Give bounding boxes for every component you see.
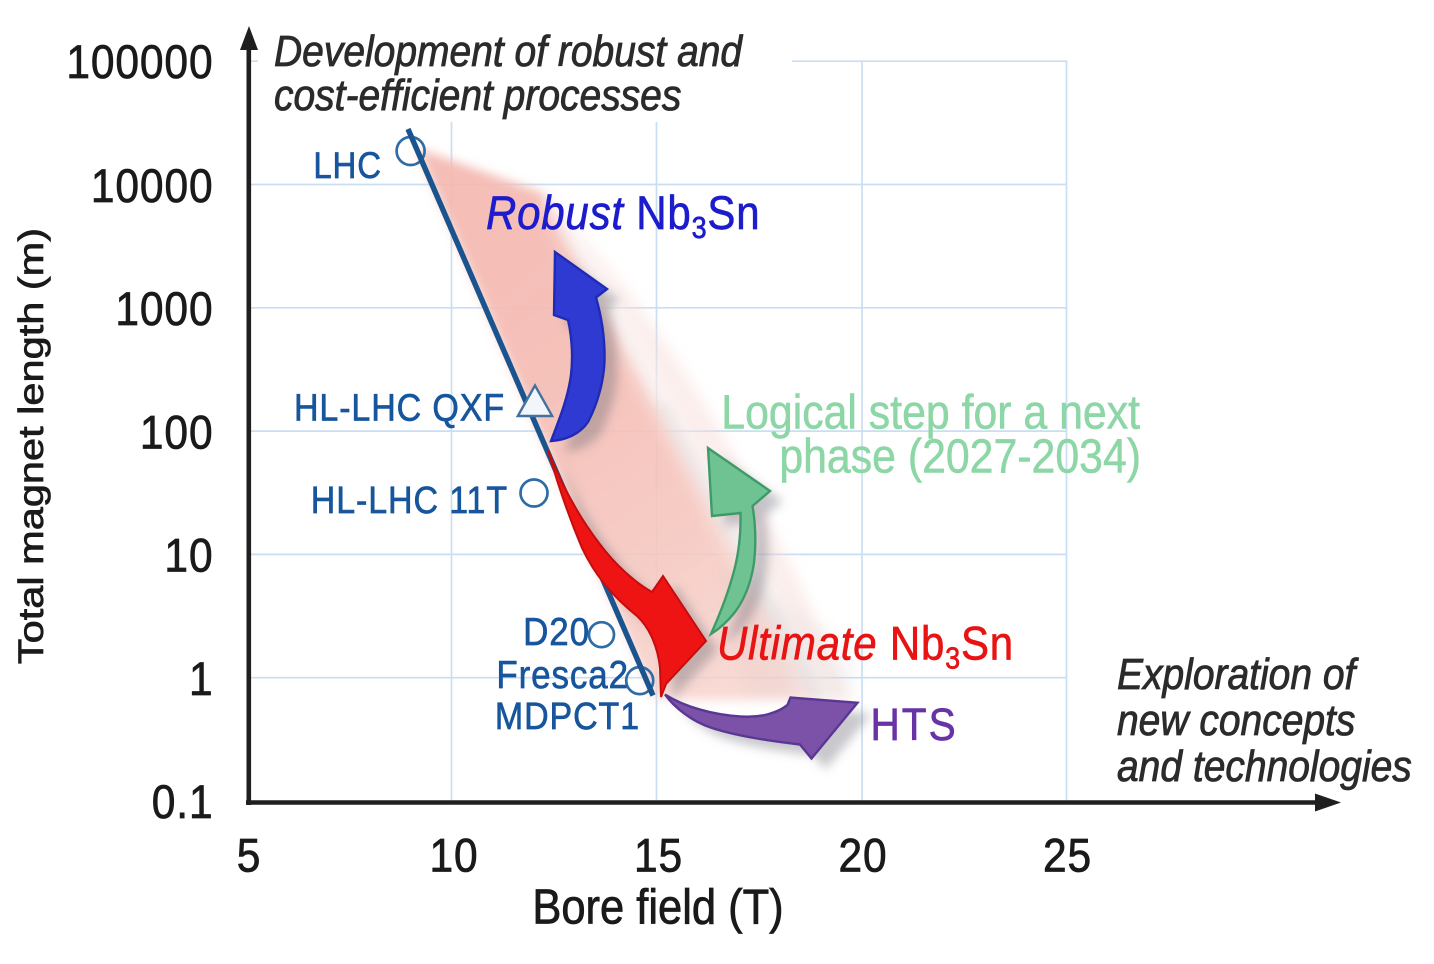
svg-text:20: 20 [838,828,887,882]
svg-text:and technologies: and technologies [1117,742,1412,791]
svg-text:100000: 100000 [66,35,213,89]
svg-text:0.1: 0.1 [152,775,214,829]
svg-text:D20: D20 [523,609,590,653]
svg-text:100: 100 [140,405,214,459]
svg-text:MDPCT1: MDPCT1 [495,694,640,737]
svg-text:5: 5 [237,828,262,882]
svg-text:1000: 1000 [115,282,213,336]
svg-text:Fresca2: Fresca2 [496,652,629,696]
svg-text:Logical step for a next: Logical step for a next [721,385,1140,439]
svg-text:15: 15 [634,828,683,882]
svg-text:HTS: HTS [871,700,958,751]
svg-text:10: 10 [164,528,213,582]
svg-text:HL-LHC 11T: HL-LHC 11T [311,478,508,521]
svg-text:Ultimate Nb3Sn: Ultimate Nb3Sn [717,618,1014,675]
svg-text:10000: 10000 [91,159,214,213]
svg-text:1: 1 [189,652,214,706]
svg-text:10: 10 [429,828,478,882]
svg-text:cost-efficient processes: cost-efficient processes [274,71,681,120]
svg-text:Bore field (T): Bore field (T) [532,879,783,934]
svg-text:LHC: LHC [313,145,382,186]
svg-text:25: 25 [1043,828,1092,882]
svg-text:Exploration of: Exploration of [1117,650,1360,699]
svg-text:new concepts: new concepts [1117,696,1355,745]
svg-text:Total magnet length (m): Total magnet length (m) [12,228,52,664]
svg-text:Robust Nb3Sn: Robust Nb3Sn [486,188,760,245]
svg-text:HL-LHC QXF: HL-LHC QXF [294,386,505,429]
svg-text:phase (2027-2034): phase (2027-2034) [779,429,1141,483]
svg-text:Development of robust and: Development of robust and [274,27,744,76]
